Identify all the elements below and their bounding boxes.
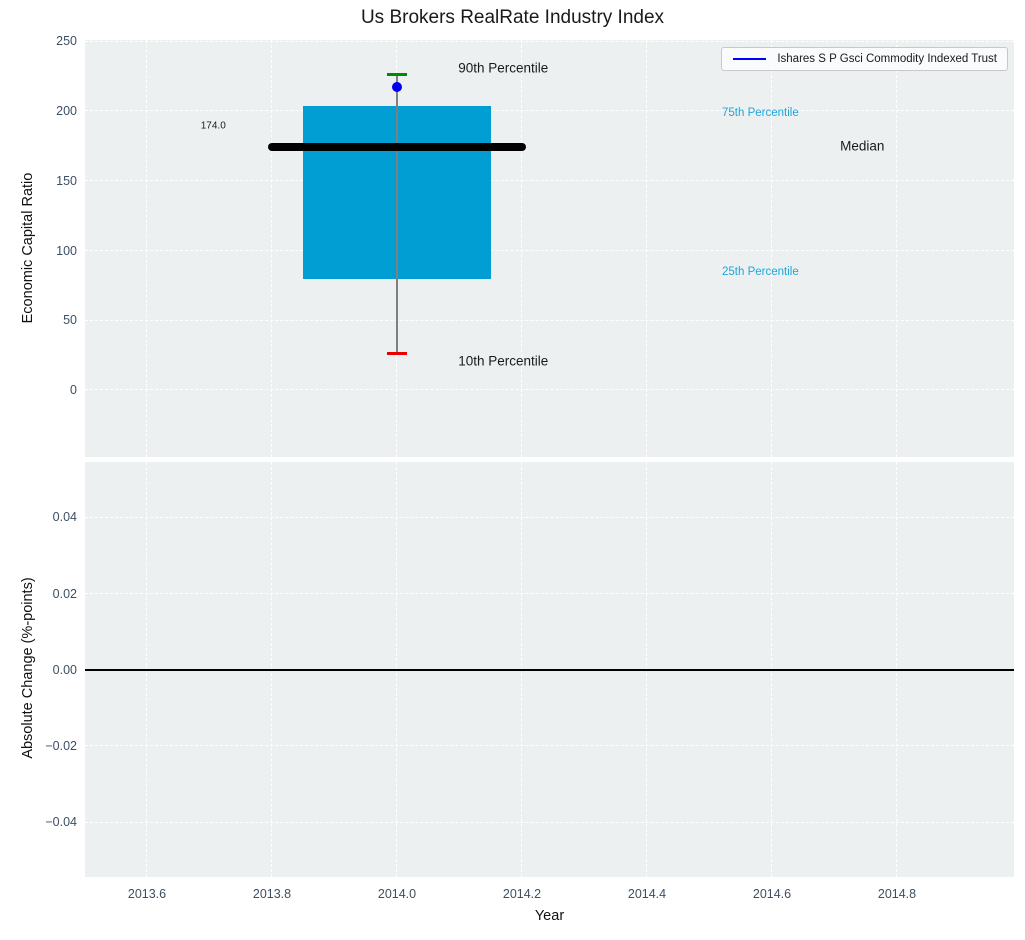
y-tick-label: −0.02 (45, 739, 77, 754)
y-tick-label: 0.00 (52, 662, 77, 677)
annotation-median: Median (840, 138, 885, 154)
y-tick-label: 150 (56, 173, 77, 188)
boxplot-median-line (268, 143, 526, 152)
gridline-vertical (521, 40, 523, 457)
y-tick-label: 0.02 (52, 586, 77, 601)
y-axis-label-bottom: Absolute Change (%-points) (20, 577, 36, 759)
x-tick-label: 2014.8 (877, 887, 917, 901)
gridline-vertical (896, 40, 898, 457)
x-tick-label: 2014.4 (627, 887, 667, 901)
boxplot-cap-10th (387, 351, 407, 355)
x-tick-label: 2013.8 (252, 887, 292, 901)
x-tick-label: 2013.6 (127, 887, 167, 901)
annotation-75th-percentile: 75th Percentile (722, 106, 799, 119)
y-tick-label: 50 (63, 313, 77, 328)
gridline-vertical (646, 40, 648, 457)
x-axis-label: Year (534, 908, 565, 924)
annotation-174-0: 174.0 (200, 120, 226, 132)
annotation-90th-percentile: 90th Percentile (458, 60, 549, 76)
bottom-plot-area: 2013.6 2013.8 2014.0 2014.2 2014.4 2014.6 2014… (45, 462, 1014, 901)
gridline-vertical (146, 40, 148, 457)
y-axis-label-top: Economic Capital Ratio (20, 172, 36, 324)
x-tick-label: 2014.0 (377, 887, 417, 901)
gridline-horizontal (85, 592, 1014, 594)
y-tick-label: 100 (56, 243, 77, 258)
y-tick-label: 200 (56, 104, 77, 119)
chart-title: Us Brokers RealRate Industry Index (360, 7, 665, 28)
gridline-horizontal (85, 180, 1014, 182)
gridline-horizontal (85, 249, 1014, 251)
x-tick-label: 2014.2 (502, 887, 542, 901)
y-tick-label: 250 (56, 34, 77, 49)
zero-change-line (85, 669, 1014, 671)
gridline-horizontal (85, 389, 1014, 391)
x-tick-label: 2014.6 (752, 887, 792, 901)
gridline-horizontal (85, 745, 1014, 747)
gridline-horizontal (85, 110, 1014, 112)
index-value-marker (392, 82, 402, 93)
y-tick-label: −0.04 (45, 815, 77, 830)
legend: Ishares S P Gsci Commodity Indexed Trust (721, 47, 1008, 71)
y-tick-label: 0.04 (52, 510, 77, 525)
gridline-vertical (771, 40, 773, 457)
annotation-10th-percentile: 10th Percentile (458, 353, 549, 369)
boxplot-whisker (396, 74, 398, 354)
top-plot-area: 0 50 100 150 200 250 90th Percentile 10th Perce… (56, 34, 1014, 457)
boxplot-cap-90th (387, 73, 407, 77)
gridline-horizontal (85, 821, 1014, 823)
legend-line-swatch (733, 57, 767, 61)
gridline-vertical (271, 40, 273, 457)
annotation-25th-percentile: 25th Percentile (722, 265, 799, 278)
gridline-horizontal (85, 319, 1014, 321)
y-tick-label: 0 (70, 383, 77, 398)
legend-label: Ishares S P Gsci Commodity Indexed Trust (777, 53, 997, 65)
gridline-horizontal (85, 516, 1014, 518)
gridline-horizontal (85, 40, 1014, 42)
